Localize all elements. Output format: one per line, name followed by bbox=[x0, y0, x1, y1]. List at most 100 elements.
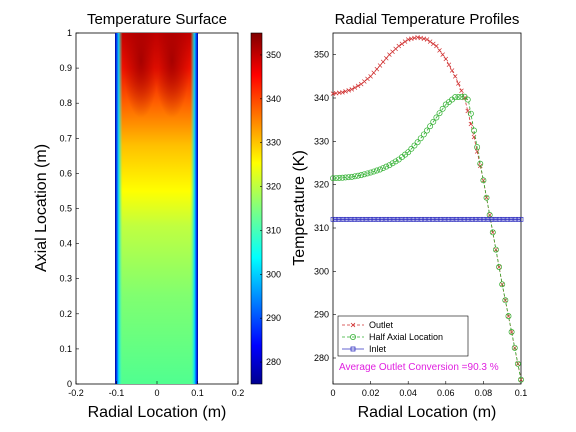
data-point bbox=[449, 68, 455, 73]
data-point bbox=[345, 174, 352, 181]
data-point bbox=[352, 216, 357, 222]
data-point bbox=[464, 96, 471, 103]
data-point bbox=[433, 114, 440, 121]
data-point bbox=[380, 165, 387, 172]
data-point bbox=[368, 216, 373, 222]
data-point bbox=[471, 127, 477, 134]
data-point bbox=[508, 329, 515, 335]
data-point bbox=[518, 216, 524, 222]
data-point bbox=[511, 344, 518, 351]
data-point bbox=[475, 216, 481, 222]
legend-swatch-marker bbox=[349, 333, 356, 340]
data-point bbox=[389, 160, 396, 167]
data-point bbox=[344, 216, 349, 222]
data-point bbox=[370, 216, 376, 222]
left-y-tick-label: 0.5 bbox=[59, 204, 72, 214]
colorbar-tick-label: 320 bbox=[266, 182, 281, 192]
colorbar-tick-label: 350 bbox=[266, 50, 281, 60]
data-point bbox=[387, 216, 392, 222]
data-point bbox=[515, 216, 521, 222]
data-point bbox=[439, 105, 446, 112]
data-point bbox=[513, 216, 518, 222]
right-x-tick-label: 0.02 bbox=[362, 388, 380, 398]
data-point bbox=[354, 216, 360, 222]
data-point bbox=[489, 229, 496, 236]
data-point bbox=[411, 142, 418, 149]
data-point bbox=[370, 168, 377, 175]
colorbar-tick-label: 340 bbox=[266, 94, 281, 104]
right-y-tick-label: 310 bbox=[314, 223, 329, 233]
data-point bbox=[340, 90, 345, 95]
data-point bbox=[470, 216, 476, 222]
data-point bbox=[424, 127, 430, 134]
data-point bbox=[480, 177, 487, 184]
left-x-tick-label: 0.2 bbox=[232, 388, 245, 398]
left-chart-title: Temperature Surface bbox=[87, 11, 227, 28]
data-point bbox=[378, 216, 384, 222]
data-point bbox=[360, 216, 365, 222]
series-line bbox=[332, 96, 522, 380]
right-y-tick-label: 350 bbox=[314, 50, 329, 60]
left-y-tick-label: 0.4 bbox=[59, 239, 72, 249]
data-point bbox=[443, 56, 449, 62]
data-point bbox=[346, 88, 351, 93]
data-point bbox=[432, 216, 438, 222]
colorbar-tick-label: 280 bbox=[266, 357, 281, 367]
left-y-tick-label: 0.2 bbox=[59, 309, 72, 319]
colorbar-tick-label: 300 bbox=[266, 269, 281, 279]
data-point bbox=[518, 376, 524, 383]
legend-item: Half Axial Location bbox=[342, 332, 443, 342]
legend-label: Half Axial Location bbox=[369, 332, 443, 342]
data-point bbox=[381, 216, 387, 222]
data-point bbox=[377, 63, 383, 68]
legend-swatch-marker bbox=[350, 346, 356, 352]
left-y-tick-label: 0.9 bbox=[59, 63, 72, 73]
data-point bbox=[467, 110, 474, 117]
data-point bbox=[456, 81, 461, 86]
data-point bbox=[502, 297, 509, 304]
legend-swatch-marker bbox=[350, 322, 356, 328]
data-point bbox=[392, 216, 398, 222]
colorbar-tick-label: 290 bbox=[266, 313, 281, 323]
data-point bbox=[377, 166, 383, 173]
data-point bbox=[403, 216, 408, 222]
data-point bbox=[349, 216, 355, 222]
left-chart: Temperature Surface -0.2 -0.1 0 0.1 0.2 0 0.1 0… bbox=[33, 11, 281, 421]
data-point bbox=[465, 108, 470, 114]
data-point bbox=[496, 264, 502, 270]
data-point bbox=[336, 216, 341, 222]
data-point bbox=[413, 216, 419, 222]
right-x-tick-label: 0.1 bbox=[515, 388, 528, 398]
data-point bbox=[352, 85, 358, 90]
data-point bbox=[505, 313, 512, 320]
data-point bbox=[481, 216, 486, 222]
data-point bbox=[389, 216, 395, 222]
data-point bbox=[430, 216, 435, 222]
colorbar-tick-label: 330 bbox=[266, 138, 281, 148]
data-point bbox=[333, 216, 339, 222]
colorbar-tick-label: 310 bbox=[266, 225, 281, 235]
data-point bbox=[506, 313, 511, 319]
data-point bbox=[451, 216, 457, 222]
left-x-tick-label: 0 bbox=[154, 388, 159, 398]
data-point bbox=[416, 216, 422, 222]
left-x-tick-label: -0.1 bbox=[109, 388, 125, 398]
data-point bbox=[417, 135, 424, 142]
data-point bbox=[419, 216, 424, 222]
data-point bbox=[492, 246, 499, 253]
data-point bbox=[443, 216, 449, 222]
data-point bbox=[459, 88, 464, 94]
data-point bbox=[458, 93, 465, 100]
data-point bbox=[348, 173, 355, 180]
data-point bbox=[459, 216, 465, 222]
right-y-tick-label: 320 bbox=[314, 180, 329, 190]
data-point bbox=[440, 52, 445, 57]
data-point bbox=[489, 216, 494, 222]
right-chart-title: Radial Temperature Profiles bbox=[335, 11, 520, 28]
data-point bbox=[436, 110, 443, 117]
data-point bbox=[338, 216, 344, 222]
data-point bbox=[380, 59, 386, 65]
right-x-tick-label: 0.08 bbox=[475, 388, 493, 398]
data-point bbox=[510, 216, 516, 222]
